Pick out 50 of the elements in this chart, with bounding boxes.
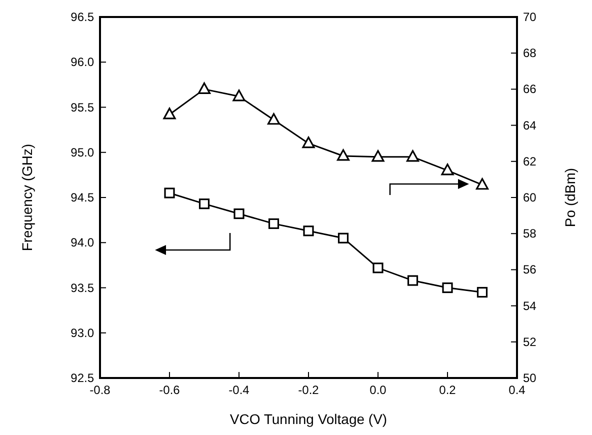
y-tick-label: 94.0: [70, 236, 94, 250]
y-tick-label: 93.5: [70, 280, 94, 295]
point: [476, 286, 488, 298]
y-tick-label: 96.5: [70, 10, 94, 24]
y2-tick-label: 60: [523, 190, 537, 204]
point: [232, 90, 246, 102]
point: [234, 208, 244, 220]
point: [163, 108, 176, 120]
x-axis-title: VCO Tunning Voltage (V): [230, 411, 388, 427]
point: [198, 198, 210, 210]
x-tick-label: -0.6: [159, 383, 180, 397]
point: [476, 178, 489, 190]
y2-tick-label: 62: [523, 154, 537, 168]
point: [198, 82, 211, 94]
y-tick-label: 92.5: [70, 371, 94, 385]
point: [372, 150, 384, 162]
y2-tick-label: 66: [523, 82, 537, 96]
point: [441, 164, 454, 176]
point: [268, 218, 280, 229]
y-tick-label: 93.0: [70, 326, 94, 340]
point: [338, 232, 349, 244]
y2-tick-label: 56: [523, 262, 537, 277]
x-tick-label: 0.2: [439, 383, 456, 397]
x-tick-label: -0.2: [298, 383, 320, 397]
y2-tick-label: 52: [523, 334, 537, 349]
y-tick-label: 96.0: [70, 55, 94, 70]
point: [302, 136, 315, 148]
y2-tick-label: 68: [523, 46, 537, 60]
y-axis-title: Frequency (GHz): [19, 144, 35, 252]
y2-tick-label: 54: [523, 298, 537, 313]
x-tick-label: 0.0: [370, 383, 387, 397]
point: [303, 226, 314, 236]
point: [442, 282, 453, 294]
y-tick-label: 95.0: [70, 145, 94, 160]
point: [267, 113, 280, 125]
x-tick-label: -0.4: [228, 383, 250, 397]
point: [406, 150, 420, 162]
point: [407, 275, 418, 286]
point: [372, 262, 384, 274]
y2-tick-label: 64: [523, 118, 537, 132]
y-tick-label: 94.5: [70, 190, 94, 204]
y-tick-label: 95.5: [70, 100, 94, 114]
y2-tick-label: 70: [523, 10, 537, 24]
x-tick-label: 0.4: [508, 383, 526, 397]
point: [336, 149, 350, 161]
y2-tick-label: 50: [523, 371, 537, 385]
y2-axis-title: Po (dBm): [562, 168, 578, 228]
y2-tick-label: 58: [523, 226, 537, 241]
x-tick-label: -0.8: [90, 383, 111, 397]
point: [164, 188, 175, 198]
